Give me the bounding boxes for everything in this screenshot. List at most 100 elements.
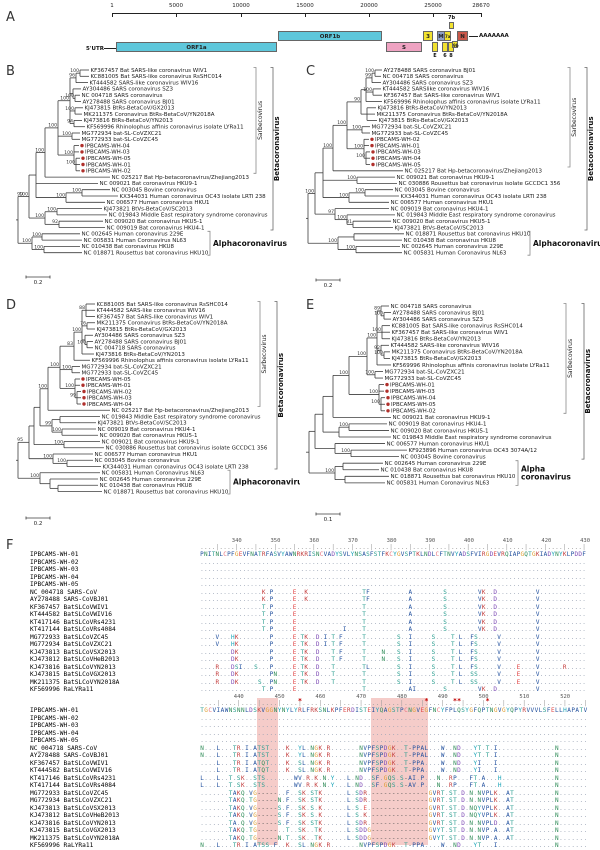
scale-bar-label: 0.2: [34, 521, 43, 527]
strain-dot: [370, 137, 374, 141]
tree-leaf-label: KX344031 Human coronavirus OC43 isolate …: [401, 194, 548, 200]
clade-label: Sarbecovirus: [257, 101, 264, 140]
strain-dot: [385, 382, 389, 387]
clade-label: Sarbecovirus: [571, 98, 578, 137]
svg-text:100: 100: [354, 144, 363, 150]
panel-letter-f: F: [6, 538, 14, 553]
tree-leaf-label: IPBCAMS-WH-01: [390, 382, 435, 388]
tree-svg-d: 8876100100831009910010010010099100100100…: [16, 301, 307, 527]
tree-leaf-label: NC 030886 Rousettus bat coronavirus isol…: [399, 181, 561, 187]
tree-leaf-label: NC 004718 SARS coronavirus: [391, 304, 472, 310]
gene-label-e: E: [433, 53, 437, 59]
gene-segment-orf1a: ORF1a: [116, 42, 277, 52]
tree-leaf-label: KJ473816 BtRs-BetaCoV/YN2013: [392, 337, 482, 343]
alignment-row: ........................................…: [200, 714, 588, 722]
svg-text:100: 100: [337, 214, 346, 220]
tree-leaf-label: NC 004718 SARS coronavirus: [95, 346, 176, 352]
alignment-row: ........................................…: [200, 566, 586, 573]
strain-dot: [386, 409, 390, 413]
alignment-row-label: IPBCAMS-WH-01: [30, 707, 79, 714]
tree-leaf-label: NC 003045 Bovine coronavirus: [395, 188, 480, 194]
clade-bracket: [581, 303, 585, 460]
strain-dot: [81, 162, 85, 167]
tree-leaf-label: NC 025217 Bat Hp-betacoronavirus/Zhejian…: [112, 175, 250, 181]
clade-label: Betacoronavirus: [587, 116, 595, 181]
svg-text:99: 99: [70, 393, 76, 399]
alignment-position-label: 490: [437, 694, 448, 700]
clade-bracket: [227, 469, 231, 495]
clade-bracket: [207, 230, 211, 256]
svg-text:100: 100: [339, 422, 348, 428]
clade-bracket: [527, 230, 531, 256]
clade-label: Sarbecovirus: [261, 334, 268, 373]
alignment-row: ........................................…: [200, 573, 586, 581]
svg-text:100: 100: [371, 399, 380, 405]
svg-text:100: 100: [374, 311, 383, 317]
svg-text:97: 97: [328, 209, 334, 215]
tree-leaf-label: NC 006577 Human coronavirus HKU1: [95, 452, 198, 458]
alignment-position-label: 520: [560, 694, 571, 700]
tree-leaf-label: AY304486 SARS coronavirus SZ3: [393, 317, 484, 323]
tree-leaf-label: NC 018871 Rousettus bat coronavirus HKU1…: [391, 474, 516, 480]
alignment-ruler-ticks: .... |.... |.... |.... |.... |.... |.... |.... |…: [200, 700, 588, 707]
alignment-row: ........................................…: [200, 558, 586, 566]
tree-leaf-label: NC 005831 Human Coronavirus NL63: [84, 238, 187, 244]
tree-leaf-label: NC 009019 Bat coronavirus HKU4-1: [107, 225, 205, 231]
alignment-position-label: 440: [233, 694, 244, 700]
svg-text:90: 90: [354, 97, 360, 103]
tree-leaf-label: IPBCAMS-WH-04: [391, 396, 436, 402]
alignment-row-label: MK211375 BatSLCoVYN2018A: [30, 678, 120, 686]
tree-leaf-label: IPBCAMS-WH-03: [85, 150, 130, 156]
poly-a-label: AAAAAAA: [479, 33, 509, 39]
tree-leaf-label: IPBCAMS-WH-05: [391, 402, 436, 408]
tree-leaf-label: KJ473815 BtRs-BetaCoV/GX2013: [85, 106, 175, 112]
alignment-row-label: IPBCAMS-WH-03: [30, 722, 79, 729]
alignment-row: ........................................…: [200, 722, 588, 729]
strain-dot: [385, 389, 389, 393]
tree-leaf-label: AY278488 SARS coronavirus BJ01: [83, 99, 175, 105]
svg-text:88: 88: [79, 305, 85, 311]
clade-label: Alphacoronavirus: [213, 239, 287, 248]
clade-bracket: [515, 460, 519, 486]
alignment-row: ........................................…: [200, 737, 588, 744]
tree-leaf-label: KJ473821 BtVs-BetaCoV/SC2013: [104, 206, 194, 212]
key-residue-asterisk: *: [457, 697, 461, 705]
strain-dot: [386, 402, 390, 406]
svg-text:100: 100: [34, 244, 43, 250]
alignment-row-label: NC_004718 SARS-CoV: [30, 588, 98, 596]
svg-text:100: 100: [305, 188, 314, 194]
svg-text:100: 100: [352, 125, 361, 131]
tree-leaf-label: KF569996 Rhinolophus affinis coronavirus…: [87, 125, 244, 131]
clade-bracket: [567, 67, 571, 168]
svg-text:100: 100: [323, 143, 332, 149]
tree-svg-b: 1009610010094100100100100100100100100100…: [16, 67, 287, 286]
tree-leaf-label: IPBCAMS-WH-02: [86, 169, 131, 175]
clade-bracket: [274, 301, 278, 470]
svg-text:100: 100: [65, 383, 74, 389]
tree-leaf-label: KJ473816 BtRs-BetaCoV/YN2013: [96, 352, 186, 358]
gene-segment-9b: 9b: [452, 41, 459, 48]
svg-text:100: 100: [22, 238, 31, 244]
svg-text:100: 100: [374, 350, 383, 356]
alignment-row-label: IPBCAMS-WH-04: [30, 729, 79, 737]
alignment-row-label: IPBCAMS-WH-02: [30, 714, 79, 722]
tree-leaf-label: NC 005831 Human Coronavirus NL63: [102, 471, 205, 477]
alignment-ruler-ticks: .... |.... |.... |.... |.... |.... |.... |.... |…: [200, 544, 586, 551]
tree-leaf-label: MK211375 Coronavirus BtRs-BetaCoV/YN2018…: [377, 112, 508, 118]
svg-text:99: 99: [45, 421, 51, 427]
svg-text:100: 100: [35, 213, 44, 219]
tree-leaf-label: NC 003045 Bovine coronavirus: [401, 454, 486, 460]
tree-leaf-label: KT444582 SARS-like coronavirus WIV16: [97, 308, 206, 314]
tree-leaf-label: KJ473816 BtRs-BetaCoV/YN2013: [378, 106, 468, 112]
tree-leaf-label: NC 009020 Bat coronavirus HKU5-1: [100, 433, 198, 439]
alignment-row-label: KJ473813 BatSLCoVSX2013: [30, 648, 116, 656]
svg-text:100: 100: [62, 131, 71, 137]
gene-segment-e: [432, 42, 438, 52]
alignment-row-label: KT417144 BatSLCoVRs4084: [30, 782, 116, 789]
